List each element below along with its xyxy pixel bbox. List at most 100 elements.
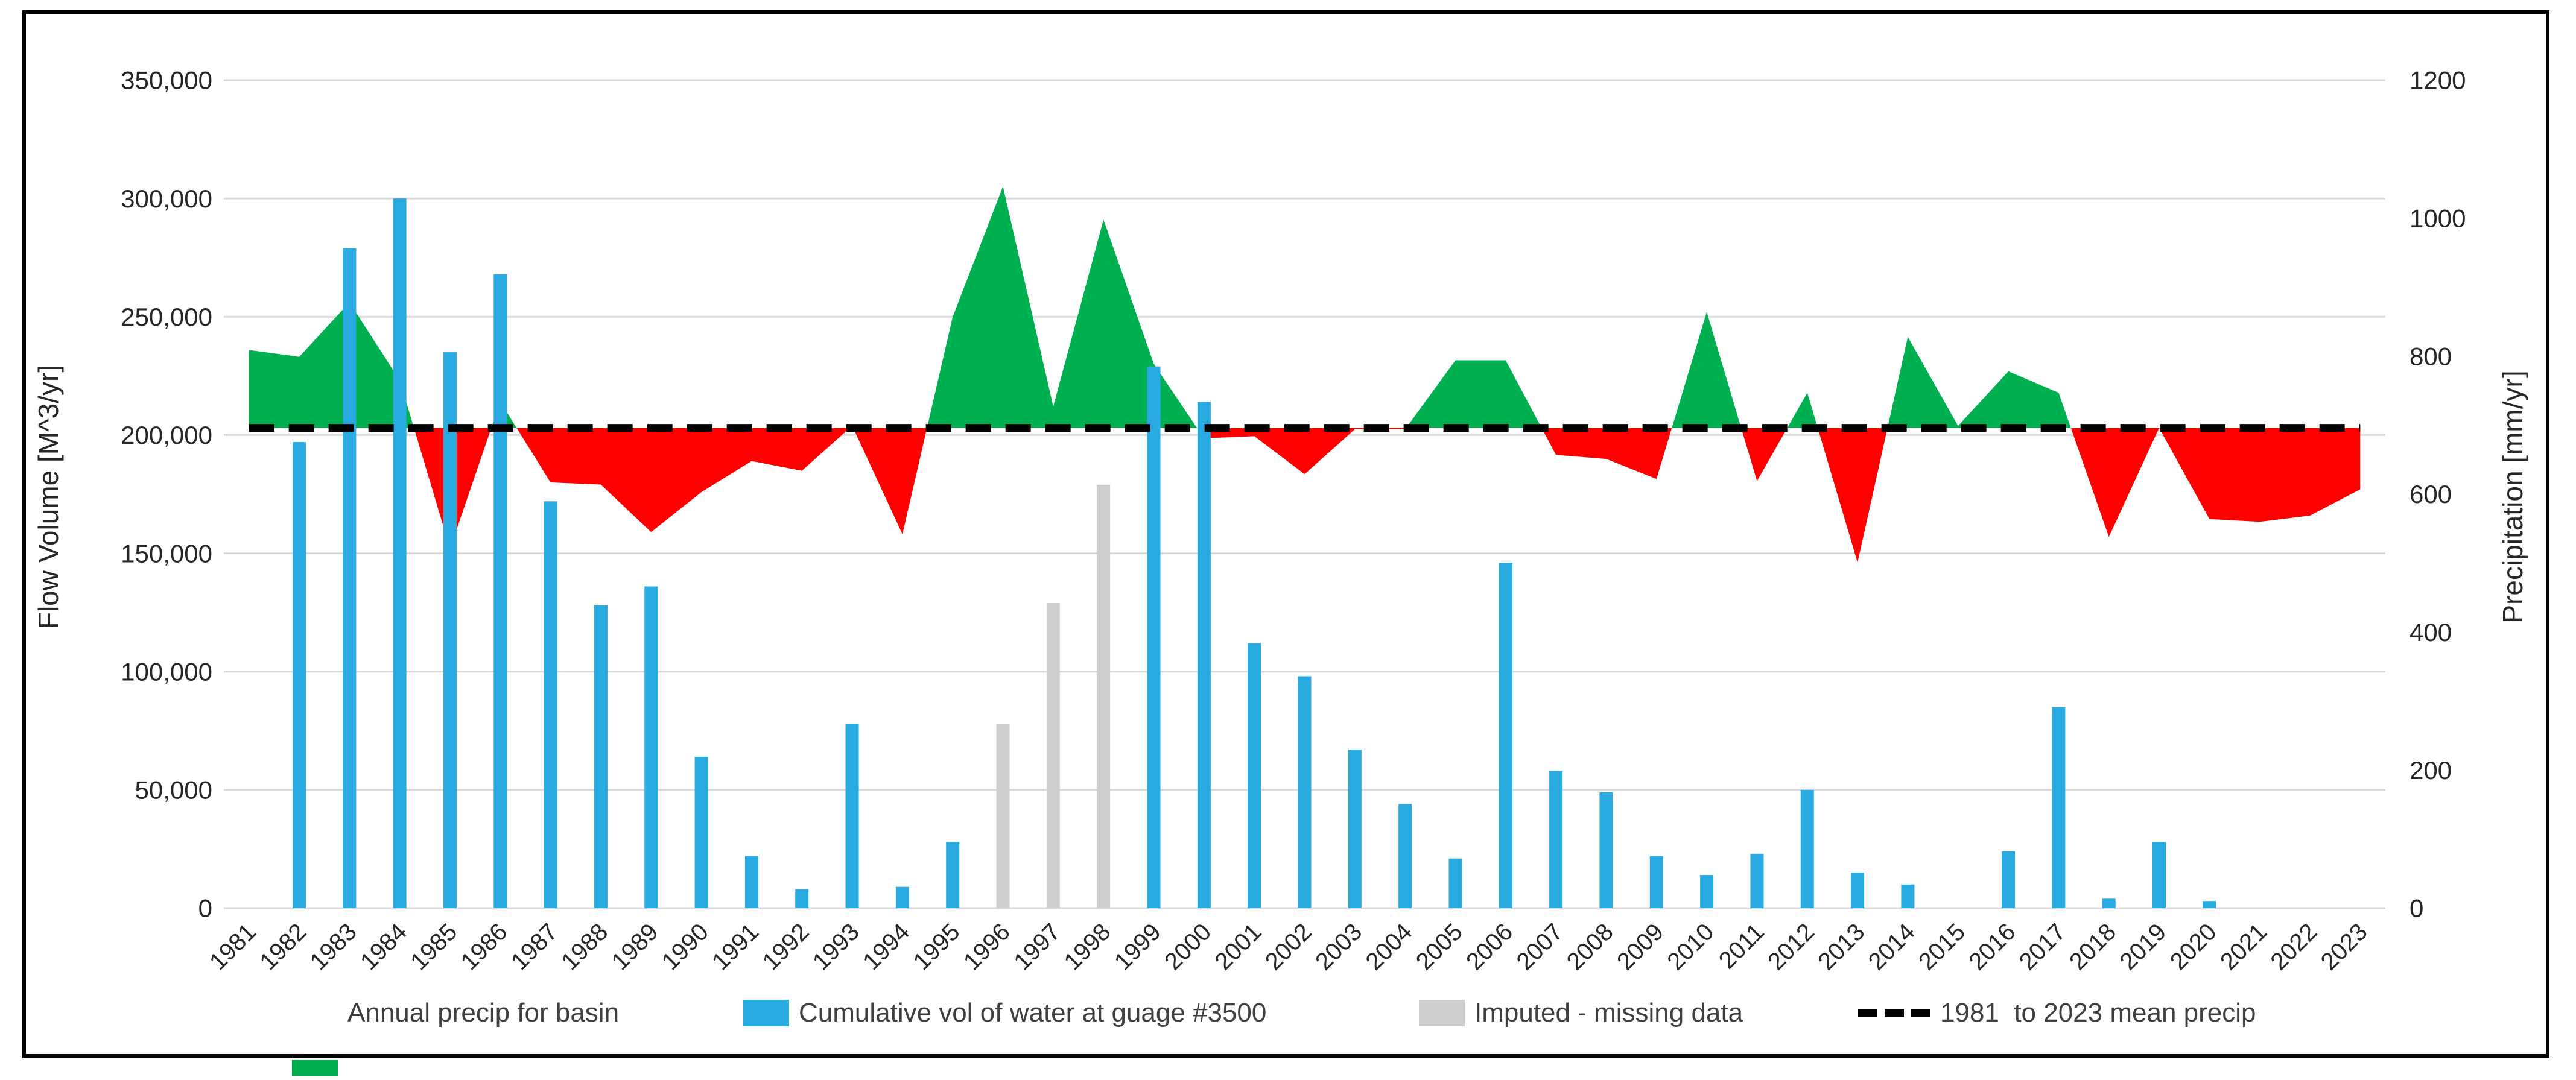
flow-volume-bar [1851,873,1865,908]
year-label: 2022 [2265,918,2322,975]
year-label: 1982 [255,918,311,975]
year-label: 2020 [2165,918,2222,975]
year-label: 2003 [1310,918,1367,975]
right-axis-tick-label: 200 [2409,756,2452,785]
right-axis-tick-label: 0 [2409,894,2423,923]
flow-volume-bar [694,756,708,908]
green-above-mean-swatch-icon [292,1060,338,1076]
flow-volume-bar [1248,643,1261,908]
left-axis-tick-label: 250,000 [121,303,212,331]
flow-volume-bar [343,248,357,909]
legend-label-mean-precip: 1981 to 2023 mean precip [1940,998,2256,1028]
imputed-bar [996,724,1010,908]
flow-volume-bar [594,605,608,908]
year-label: 2012 [1763,918,1819,975]
x-axis-year-labels: 1981198219831984198519861987198819891990… [205,918,2373,975]
annual-precip-area-series [249,186,2361,563]
year-label: 1998 [1059,918,1116,975]
flow-volume-bar [1147,366,1161,908]
imputed-bar [1046,602,1060,908]
year-label: 1996 [959,918,1015,975]
right-axis-tick-label: 800 [2409,342,2452,370]
flow-volume-bar [795,889,809,908]
left-axis-tick-label: 350,000 [121,66,212,95]
left-axis-title: Flow Volume [M^3/yr] [33,364,64,630]
right-axis-tick-label: 600 [2409,480,2452,508]
year-label: 1997 [1009,918,1065,975]
flow-volume-bar [1800,789,1814,908]
flow-volume-bar [845,724,859,908]
year-label: 2017 [2014,918,2071,975]
left-axis-tick-label: 150,000 [121,539,212,567]
dashed-line-swatch-icon [1858,1009,1930,1017]
flow-volume-bar [1499,563,1512,908]
left-axis-tick-label: 0 [198,894,212,923]
flow-volume-bar [946,842,960,908]
legend-item-mean-precip: 1981 to 2023 mean precip [1858,995,2256,1031]
precip-area-below-mean [249,428,2361,563]
year-label: 2018 [2064,918,2121,975]
year-label: 1994 [858,918,915,975]
year-label: 1987 [506,918,563,975]
annual-precip-swatch-icon [292,1000,338,1076]
legend-item-imputed: Imputed - missing data [1419,995,1743,1031]
flow-volume-bar [2102,898,2116,908]
flow-volume-bar [644,586,658,908]
legend-label-annual-precip: Annual precip for basin [347,998,620,1028]
precip-area-above-mean [249,186,2071,428]
flow-volume-bar [292,442,306,908]
year-label: 1981 [205,918,261,975]
year-label: 2010 [1662,918,1719,975]
right-axis-tick-label: 1000 [2409,204,2466,233]
year-label: 1995 [909,918,965,975]
year-label: 2002 [1260,918,1317,975]
flow-volume-bar [393,198,407,909]
year-label: 2005 [1411,918,1468,975]
gray-bar-swatch-icon [1419,1000,1465,1026]
flow-volume-bar [1599,792,1613,908]
legend-item-annual-precip: Annual precip for basin [292,995,620,1076]
flow-volume-bar [2152,842,2166,908]
year-label: 2015 [1914,918,1970,975]
year-label: 2014 [1864,918,1920,975]
flow-volume-bar [544,501,557,908]
left-axis-tick-label: 300,000 [121,185,212,213]
year-label: 2009 [1612,918,1669,975]
imputed-bar [1097,484,1111,908]
flow-volume-bar [2203,901,2216,908]
year-label: 2011 [1714,918,1769,974]
flow-volume-bar [1549,771,1563,908]
chart-outer-border [22,10,2549,1058]
year-label: 1988 [556,918,613,975]
year-label: 2001 [1210,918,1267,975]
right-axis-title: Precipitation [mm/yr] [2497,370,2528,624]
year-label: 2000 [1160,918,1216,975]
flow-volume-bar [1901,884,1915,908]
year-label: 2008 [1562,918,1619,975]
year-label: 2019 [2114,918,2171,975]
year-label: 1985 [405,918,462,975]
year-label: 1999 [1109,918,1166,975]
flow-volume-bar [1700,875,1714,908]
flow-volume-bar [1197,402,1211,908]
year-label: 1984 [355,918,412,975]
flow-volume-bar [493,274,507,908]
year-label: 1990 [657,918,714,975]
left-axis-tick-label: 100,000 [121,657,212,686]
year-label: 2013 [1813,918,1870,975]
right-axis-tick-label: 1200 [2409,66,2466,95]
left-axis-tick-label: 200,000 [121,421,212,449]
year-label: 1991 [707,918,764,975]
legend-item-cumulative-vol: Cumulative vol of water at guage #3500 [743,995,1266,1031]
year-label: 2007 [1511,918,1568,975]
flow-volume-bar [2052,707,2066,908]
year-label: 2023 [2316,918,2373,975]
year-label: 1983 [305,918,362,975]
year-label: 1986 [456,918,513,975]
left-axis-tick-label: 50,000 [135,776,212,804]
year-label: 1992 [758,918,814,975]
right-axis-tick-labels: 0 200 400 600 800 1000 1200 [2409,66,2466,923]
year-label: 2004 [1360,918,1417,975]
flow-volume-bar [443,352,457,908]
